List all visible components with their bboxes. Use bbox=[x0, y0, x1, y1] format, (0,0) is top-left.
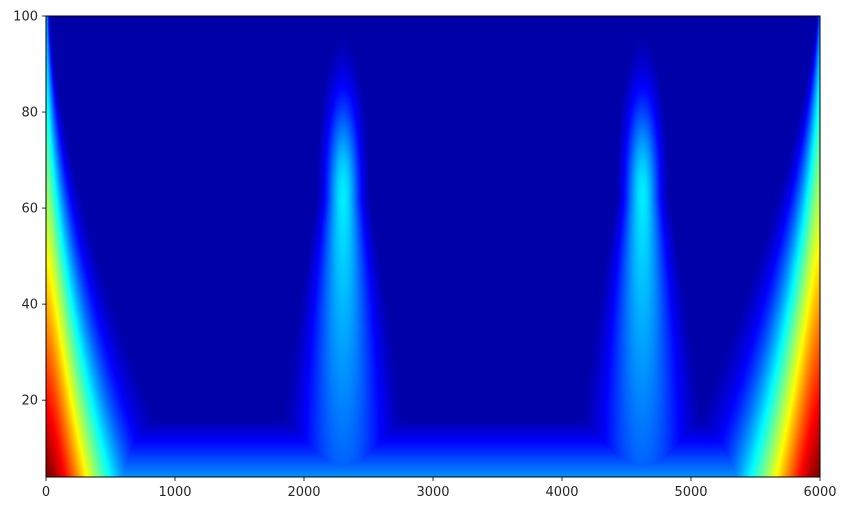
x-tick-label: 1000 bbox=[158, 485, 191, 500]
x-tick-label: 5000 bbox=[674, 485, 707, 500]
y-tick-label: 40 bbox=[21, 298, 38, 313]
y-tick-label: 60 bbox=[21, 202, 38, 217]
x-tick-label: 0 bbox=[42, 485, 50, 500]
x-tick-label: 3000 bbox=[416, 485, 449, 500]
y-axis: 20 40 60 80 100 bbox=[13, 10, 46, 409]
x-tick-label: 2000 bbox=[287, 485, 320, 500]
x-axis: 0 1000 2000 3000 4000 5000 6000 bbox=[42, 477, 837, 500]
y-tick-label: 80 bbox=[21, 106, 38, 121]
y-tick-label: 20 bbox=[21, 394, 38, 409]
heatmap-plot-area bbox=[46, 16, 820, 477]
x-tick-label: 6000 bbox=[803, 485, 836, 500]
x-tick-label: 4000 bbox=[545, 485, 578, 500]
y-tick-label: 100 bbox=[13, 10, 38, 25]
heatmap-canvas bbox=[46, 16, 820, 477]
